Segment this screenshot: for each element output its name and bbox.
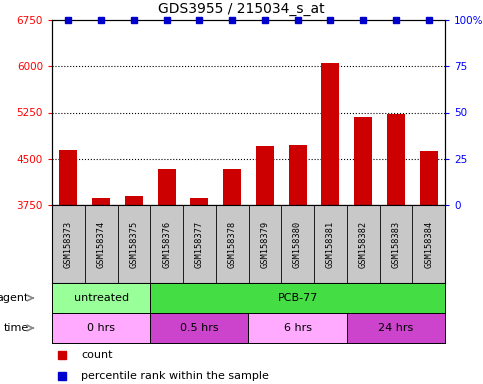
Text: untreated: untreated — [73, 293, 128, 303]
Bar — [223, 169, 241, 205]
Text: GSM158377: GSM158377 — [195, 220, 204, 268]
Bar — [354, 118, 372, 205]
Text: GSM158375: GSM158375 — [129, 220, 138, 268]
Text: GSM158374: GSM158374 — [97, 220, 106, 268]
Text: GDS3955 / 215034_s_at: GDS3955 / 215034_s_at — [158, 2, 325, 16]
Text: GSM158380: GSM158380 — [293, 220, 302, 268]
Bar — [92, 198, 110, 205]
Bar — [157, 169, 176, 205]
Text: 24 hrs: 24 hrs — [378, 323, 413, 333]
Text: GSM158383: GSM158383 — [391, 220, 400, 268]
Bar — [190, 198, 208, 205]
Text: PCB-77: PCB-77 — [277, 293, 318, 303]
Bar — [321, 63, 340, 205]
Text: GSM158382: GSM158382 — [358, 220, 368, 268]
Bar — [256, 146, 274, 205]
Bar — [289, 144, 307, 205]
Text: 0 hrs: 0 hrs — [87, 323, 115, 333]
Text: count: count — [81, 350, 113, 360]
Text: percentile rank within the sample: percentile rank within the sample — [81, 371, 269, 381]
Bar — [420, 151, 438, 205]
Text: GSM158378: GSM158378 — [227, 220, 237, 268]
Text: 6 hrs: 6 hrs — [284, 323, 312, 333]
Bar — [387, 114, 405, 205]
Text: GSM158381: GSM158381 — [326, 220, 335, 268]
Text: time: time — [3, 323, 28, 333]
Text: agent: agent — [0, 293, 28, 303]
Text: GSM158384: GSM158384 — [424, 220, 433, 268]
Text: 0.5 hrs: 0.5 hrs — [180, 323, 219, 333]
Text: GSM158379: GSM158379 — [260, 220, 270, 268]
Text: GSM158376: GSM158376 — [162, 220, 171, 268]
Bar — [125, 196, 143, 205]
Bar — [59, 150, 77, 205]
Text: GSM158373: GSM158373 — [64, 220, 73, 268]
